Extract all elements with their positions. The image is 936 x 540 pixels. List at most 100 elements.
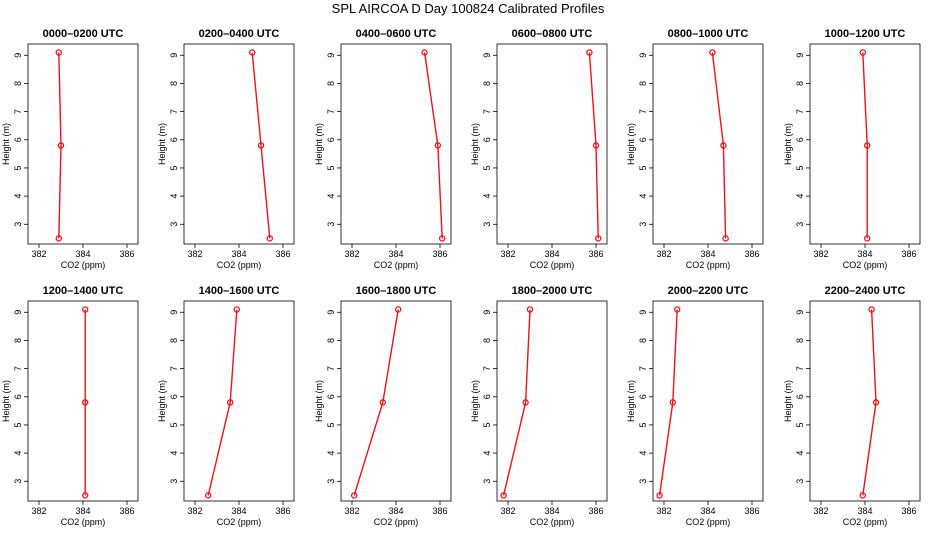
x-tick-label: 382	[656, 506, 671, 516]
x-tick-label: 386	[744, 249, 759, 259]
data-point	[350, 492, 358, 499]
x-tick-label: 382	[31, 249, 46, 259]
y-tick-label: 4	[169, 451, 179, 456]
x-tick-label: 382	[187, 506, 202, 516]
y-tick-label: 5	[482, 422, 492, 427]
x-tick-label: 386	[901, 249, 916, 259]
data-point	[233, 306, 241, 313]
panel-title: 1800–2000 UTC	[512, 285, 593, 297]
x-tick-label: 384	[700, 506, 715, 516]
y-tick-label: 9	[482, 310, 492, 315]
x-tick-label: 386	[119, 506, 134, 516]
y-tick-label: 8	[482, 338, 492, 343]
data-point	[868, 306, 875, 313]
y-axis-label: Height (m)	[626, 123, 636, 165]
plot-frame	[27, 43, 139, 245]
data-point	[720, 142, 727, 149]
x-tick-label: 386	[588, 506, 603, 516]
x-axis-label: CO2 (ppm)	[843, 260, 888, 270]
data-point	[204, 492, 212, 499]
y-tick-label: 4	[795, 451, 805, 456]
data-point	[673, 306, 681, 313]
panel-title: 1400–1600 UTC	[199, 285, 280, 297]
profile-line	[658, 309, 678, 496]
y-tick-label: 5	[795, 422, 805, 427]
y-axis-label: Height (m)	[157, 380, 167, 422]
x-axis-label: CO2 (ppm)	[374, 517, 419, 527]
x-tick-label: 384	[388, 249, 403, 259]
x-tick-label: 382	[656, 249, 671, 259]
x-tick-label: 386	[901, 506, 916, 516]
data-point	[248, 49, 256, 56]
y-tick-label: 5	[795, 165, 805, 170]
plot-frame	[809, 300, 921, 502]
y-tick-label: 5	[13, 422, 23, 427]
x-tick-label: 386	[275, 506, 290, 516]
plot-frame	[340, 43, 452, 245]
data-point	[656, 492, 663, 499]
y-tick-label: 4	[13, 194, 23, 199]
data-point	[81, 399, 89, 406]
y-tick-label: 8	[326, 338, 336, 343]
y-tick-label: 9	[169, 310, 179, 315]
data-point	[522, 399, 529, 406]
x-tick-label: 384	[231, 506, 246, 516]
data-point	[379, 399, 387, 406]
data-point	[81, 306, 89, 313]
y-tick-label: 6	[169, 394, 179, 399]
x-tick-label: 382	[500, 506, 515, 516]
data-point	[257, 142, 265, 149]
x-tick-label: 384	[857, 506, 872, 516]
x-tick-label: 382	[187, 249, 202, 259]
x-axis-label: CO2 (ppm)	[843, 517, 888, 527]
panel-1: 0000–0200 UTC 382 384 386 3 4 5 6 7 8 9 CO2 (ppm) He…	[1, 28, 139, 270]
y-tick-label: 4	[13, 451, 23, 456]
y-tick-label: 6	[482, 137, 492, 142]
y-tick-label: 8	[638, 338, 648, 343]
y-tick-label: 8	[13, 81, 23, 86]
profile-line	[58, 52, 62, 239]
y-tick-label: 4	[326, 451, 336, 456]
y-tick-label: 9	[638, 310, 648, 315]
x-tick-label: 386	[432, 506, 447, 516]
panel-title: 0400–0600 UTC	[356, 28, 437, 40]
y-tick-label: 6	[326, 394, 336, 399]
panel-title: 2200–2400 UTC	[825, 285, 906, 297]
y-tick-label: 9	[169, 53, 179, 58]
y-tick-label: 3	[482, 222, 492, 227]
panel-11: 2000–2200 UTC 382 384 386 3 4 5 6 7 8 9 CO2 (ppm) He…	[626, 285, 764, 527]
data-point	[57, 142, 65, 149]
y-tick-label: 3	[169, 222, 179, 227]
profile-line	[423, 52, 443, 239]
y-tick-label: 8	[638, 81, 648, 86]
profile-line	[502, 309, 531, 496]
y-axis-label: Height (m)	[626, 380, 636, 422]
x-axis-label: CO2 (ppm)	[217, 517, 262, 527]
x-axis-label: CO2 (ppm)	[374, 260, 419, 270]
x-tick-label: 386	[588, 249, 603, 259]
panel-6: 1000–1200 UTC 382 384 386 3 4 5 6 7 8 9 CO2 (ppm) He…	[783, 28, 921, 270]
data-point	[421, 49, 428, 56]
x-tick-label: 386	[432, 249, 447, 259]
y-tick-label: 9	[795, 310, 805, 315]
y-tick-label: 4	[638, 194, 648, 199]
data-point	[586, 49, 593, 56]
plot-frame	[496, 300, 608, 502]
y-axis-label: Height (m)	[314, 380, 324, 422]
x-tick-label: 382	[500, 249, 515, 259]
y-axis-label: Height (m)	[1, 123, 11, 165]
y-tick-label: 4	[482, 194, 492, 199]
data-point	[669, 399, 677, 406]
y-tick-label: 8	[795, 338, 805, 343]
panel-title: 0800–1000 UTC	[668, 28, 749, 40]
y-tick-label: 8	[169, 338, 179, 343]
y-tick-label: 3	[638, 479, 648, 484]
x-axis-label: CO2 (ppm)	[61, 260, 106, 270]
y-tick-label: 5	[638, 422, 648, 427]
y-tick-label: 6	[13, 137, 23, 142]
y-tick-label: 8	[326, 81, 336, 86]
y-tick-label: 4	[638, 451, 648, 456]
data-point	[863, 142, 871, 149]
y-tick-label: 6	[795, 394, 805, 399]
